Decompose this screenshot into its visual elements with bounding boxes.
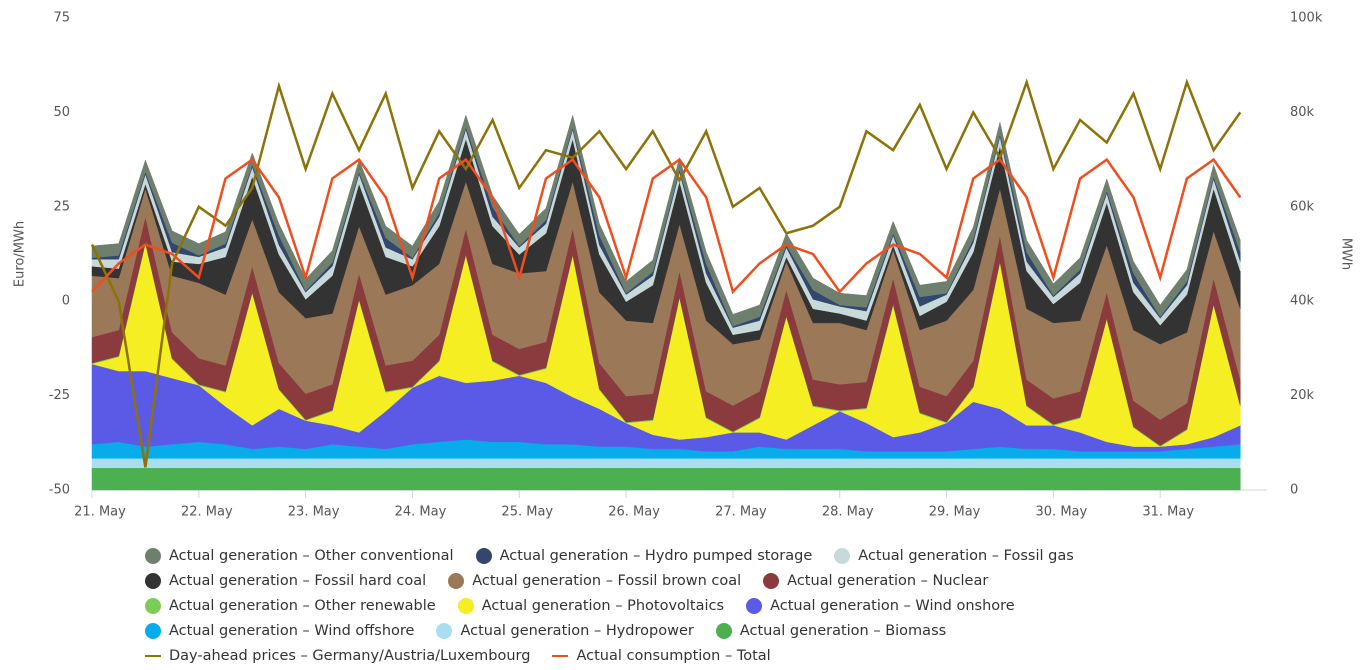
legend-item[interactable]: Actual generation – Fossil gas xyxy=(834,547,1074,564)
y2-tick-label: 0 xyxy=(1290,483,1298,498)
legend-marker xyxy=(145,572,161,589)
legend-marker xyxy=(145,654,161,657)
chart: Euro/MWh MWh -50 -25 0 25 50 75 0 20k 40k 60k 80k 1… xyxy=(13,11,1354,520)
x-tick-label: 24. May xyxy=(395,505,447,520)
line-series xyxy=(90,78,1242,468)
legend-item[interactable]: Actual generation – Wind offshore xyxy=(145,622,415,639)
legend-marker xyxy=(457,597,474,614)
x-tick-label: 22. May xyxy=(181,505,233,520)
legend-item[interactable]: Actual generation – Other renewable xyxy=(145,597,436,614)
legend-label: Actual generation – Other conventional xyxy=(169,547,454,564)
legend-label: Actual generation – Fossil gas xyxy=(858,547,1074,564)
x-tick-label: 25. May xyxy=(501,505,553,520)
legend-marker xyxy=(834,547,851,564)
legend-row: Actual generation – Other conventional Ac… xyxy=(0,543,1361,568)
y2-axis-label: MWh xyxy=(1339,238,1354,270)
x-tick-label: 31. May xyxy=(1142,505,1194,520)
y-axis-label: Euro/MWh xyxy=(13,221,28,287)
y-tick-label: 50 xyxy=(53,105,70,120)
legend-marker xyxy=(552,654,569,657)
legend-item[interactable]: Actual generation – Biomass xyxy=(715,622,947,639)
y-tick-label: 75 xyxy=(53,11,70,26)
y-tick-label: 0 xyxy=(62,294,70,309)
legend-item[interactable]: Actual generation – Wind onshore xyxy=(746,597,1015,614)
legend-row: Actual generation – Wind offshore Actual … xyxy=(0,618,1361,643)
legend-marker xyxy=(448,572,465,589)
legend-label: Actual generation – Wind offshore xyxy=(169,622,415,639)
legend-label: Actual consumption – Total xyxy=(576,647,771,664)
y2-tick-label: 60k xyxy=(1290,199,1315,214)
legend-row: Day-ahead prices – Germany/Austria/Luxem… xyxy=(0,643,1361,668)
x-tick-label: 28. May xyxy=(822,505,874,520)
legend-item[interactable]: Actual generation – Other conventional xyxy=(145,547,454,564)
x-tick-label: 21. May xyxy=(74,505,126,520)
x-tick-label: 26. May xyxy=(608,505,660,520)
legend-marker xyxy=(145,547,161,564)
legend-marker xyxy=(145,597,161,614)
legend-marker xyxy=(475,547,492,564)
legend-label: Actual generation – Biomass xyxy=(739,622,947,639)
legend-label: Actual generation – Other renewable xyxy=(169,597,436,614)
x-tick-label: 23. May xyxy=(288,505,340,520)
legend-marker xyxy=(763,572,780,589)
stacked-area xyxy=(91,467,1241,491)
legend-item[interactable]: Actual generation – Fossil brown coal xyxy=(448,572,742,589)
legend-item[interactable]: Actual generation – Fossil hard coal xyxy=(145,572,427,589)
legend-label: Actual generation – Wind onshore xyxy=(770,597,1015,614)
y-tick-label: -50 xyxy=(49,483,70,498)
legend-label: Actual generation – Nuclear xyxy=(787,572,989,589)
y2-tick-label: 80k xyxy=(1290,105,1315,120)
legend-item[interactable]: Actual generation – Hydropower xyxy=(436,622,694,639)
legend-label: Actual generation – Hydro pumped storage xyxy=(499,547,813,564)
legend-row: Actual generation – Other renewable Actua… xyxy=(0,593,1361,618)
legend-marker xyxy=(145,622,161,639)
y-tick-label: -25 xyxy=(49,388,70,403)
x-tick-label: 27. May xyxy=(715,505,767,520)
legend-marker xyxy=(746,597,763,614)
y2-tick-label: 20k xyxy=(1290,388,1315,403)
legend-label: Day-ahead prices – Germany/Austria/Luxem… xyxy=(169,647,531,664)
legend-row: Actual generation – Fossil hard coal Actu… xyxy=(0,568,1361,593)
legend-item[interactable]: Actual generation – Hydro pumped storage xyxy=(475,547,813,564)
legend-item[interactable]: Actual consumption – Total xyxy=(552,647,771,664)
legend-label: Actual generation – Fossil brown coal xyxy=(472,572,742,589)
y-tick-label: 25 xyxy=(53,199,70,214)
legend-label: Actual generation – Photovoltaics xyxy=(481,597,725,614)
legend-label: Actual generation – Fossil hard coal xyxy=(169,572,427,589)
x-tick-label: 30. May xyxy=(1036,505,1088,520)
legend-item[interactable]: Day-ahead prices – Germany/Austria/Luxem… xyxy=(145,648,530,664)
legend-marker xyxy=(715,622,732,639)
stacked-area xyxy=(91,458,1241,469)
legend-item[interactable]: Actual generation – Nuclear xyxy=(763,572,989,589)
legend-label: Actual generation – Hydropower xyxy=(460,622,694,639)
y2-tick-label: 40k xyxy=(1290,294,1315,309)
x-tick-label: 29. May xyxy=(929,505,981,520)
y2-tick-label: 100k xyxy=(1290,11,1323,26)
legend-item[interactable]: Actual generation – Photovoltaics xyxy=(457,597,725,614)
legend-marker xyxy=(436,622,453,639)
line-series xyxy=(91,157,1242,295)
legend: Actual generation – Other conventional Ac… xyxy=(0,543,1361,668)
